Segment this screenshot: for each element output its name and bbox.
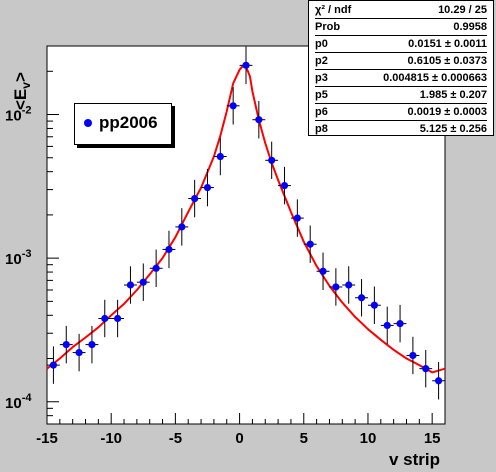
data-point [101,314,109,323]
data-point [203,183,212,192]
points-layer [47,46,445,400]
y-tick-label: 10-3 [5,248,31,268]
data-point [396,320,404,328]
stats-value: 1.985 ± 0.207 [419,89,487,101]
stats-key: p0 [315,38,328,50]
stats-value: 0.6105 ± 0.0373 [407,55,487,67]
data-point [306,240,314,248]
y-axis-label: <Ev> [11,72,33,110]
data-point [191,194,199,203]
data-point [268,156,276,164]
data-point [370,301,378,309]
stats-key: p2 [315,55,328,67]
y-tick-exponent: -4 [22,392,33,404]
x-tick-label: 10 [360,430,377,447]
x-tick-label: -10 [100,430,122,447]
stats-row: p3 0.004815 ± 0.000663 [315,70,487,87]
y-axis-label-subscript: v [19,82,33,89]
stats-key: p3 [315,72,328,84]
data-point [345,281,353,289]
stats-row: χ² / ndf 10.29 / 25 [315,2,487,19]
stats-key: Prob [315,21,341,33]
stats-value: 0.0019 ± 0.0003 [407,106,487,118]
x-tick-label: 0 [235,430,243,447]
data-point [422,365,430,373]
data-point [242,61,250,69]
x-tick-label: 5 [300,430,308,447]
y-tick-label: 10-4 [5,392,32,412]
stats-value: 5.125 ± 0.256 [419,123,487,135]
data-point [88,341,96,349]
data-point [165,245,173,254]
stats-value: 10.29 / 25 [438,4,487,16]
stats-key: χ² / ndf [315,4,352,16]
x-tick-label: -15 [36,430,58,447]
stats-row: p8 5.125 ± 0.256 [315,121,487,137]
data-point [126,281,135,289]
stats-key: p6 [315,106,328,118]
data-point [178,223,186,231]
stats-key: p8 [315,123,328,135]
stats-row: Prob 0.9958 [315,19,487,36]
data-point [357,294,366,302]
data-point [319,267,327,275]
data-point [75,348,83,357]
data-point [434,377,443,385]
data-point [229,102,237,110]
y-tick-exponent: -3 [22,248,32,260]
data-point [49,361,58,369]
x-tick-label: 15 [424,430,441,447]
stats-row: p2 0.6105 ± 0.0373 [315,53,487,70]
stats-value: 0.9958 [453,21,487,33]
stats-row: p6 0.0019 ± 0.0003 [315,104,487,121]
data-point [409,351,417,360]
stats-value: 0.0151 ± 0.0011 [408,38,487,50]
y-axis-label-close: > [11,72,30,82]
data-point [216,152,224,161]
data-point [293,214,301,222]
data-point [62,341,70,349]
data-point [332,283,340,291]
data-point [383,321,391,330]
legend-marker [84,119,92,127]
data-point [152,264,160,272]
x-tick-label: -5 [169,430,182,447]
stats-row: p5 1.985 ± 0.207 [315,87,487,104]
y-axis-title: <Ev> [6,68,36,110]
legend-label: pp2006 [99,113,158,132]
stats-key: p5 [315,89,328,101]
data-point [139,278,147,286]
stats-value: 0.004815 ± 0.000663 [383,72,487,84]
legend: pp2006 [74,103,172,145]
data-point [255,116,263,124]
y-tick-exponent: -2 [22,105,32,117]
stats-box: χ² / ndf 10.29 / 25 Prob 0.9958 p0 0.0151 ±… [308,0,494,136]
x-axis-title: v strip [389,450,441,469]
data-point [114,314,122,323]
stats-row: p0 0.0151 ± 0.0011 [315,36,487,53]
data-point [280,181,289,190]
